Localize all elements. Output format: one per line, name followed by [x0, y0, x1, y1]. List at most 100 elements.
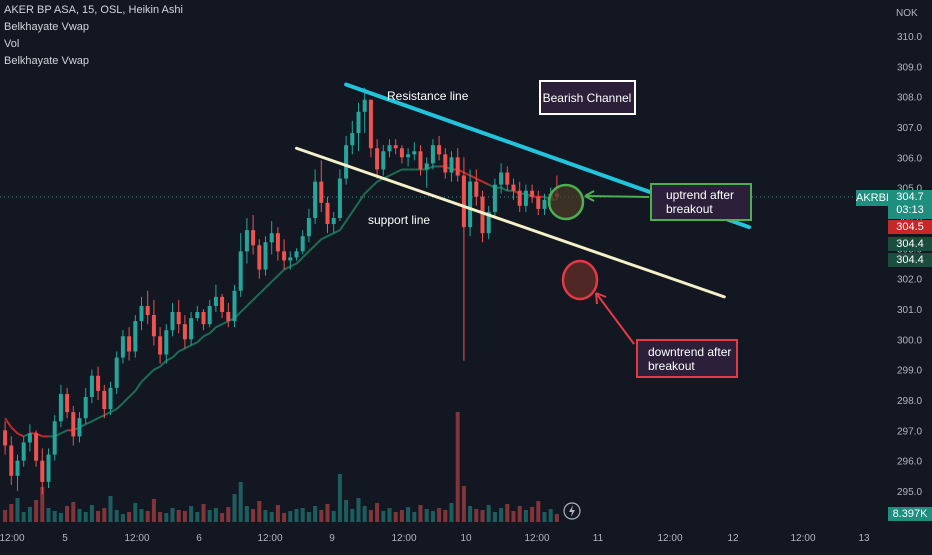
price-tick-label: 309.0: [897, 62, 922, 73]
vwap-segment: [252, 293, 260, 301]
candle-body: [139, 305, 144, 322]
candle-body: [145, 305, 150, 316]
volume-bar: [238, 482, 243, 522]
volume-bar: [461, 486, 466, 522]
time-tick-label: 11: [593, 533, 604, 544]
candle-body: [151, 315, 156, 337]
volume-bar: [275, 505, 280, 522]
volume-bar: [9, 504, 14, 522]
vwap-segment: [209, 326, 217, 334]
time-tick-label: 12: [727, 533, 739, 544]
vwap-segment: [302, 250, 310, 259]
candle-body: [21, 442, 26, 461]
volume-bar: [114, 510, 119, 522]
breakout-down-circle[interactable]: [561, 259, 599, 301]
candle-body: [275, 233, 280, 252]
candle-body: [505, 172, 510, 185]
downtrend-label-line2: breakout: [648, 359, 695, 373]
volume-bar: [15, 498, 20, 522]
vwap-segment: [17, 432, 25, 438]
time-tick-label: 12:00: [0, 533, 25, 544]
vwap-segment: [463, 171, 471, 177]
candle-body: [424, 163, 429, 170]
volume-bar: [120, 514, 125, 522]
candle-body: [319, 181, 324, 203]
indicator-vwap-1[interactable]: Belkhayate Vwap: [4, 21, 89, 33]
vwap-segment: [333, 229, 341, 235]
vwap-segment: [190, 341, 198, 347]
volume-tag: 8.397K: [888, 507, 932, 521]
uptrend-label-line2: breakout: [666, 202, 713, 216]
vwap-segment: [128, 390, 136, 398]
bearish-channel-box[interactable]: [539, 80, 636, 115]
price-tick-label: 305.0: [897, 184, 922, 195]
price-tick-label: 306.0: [897, 153, 922, 164]
candle-body: [15, 460, 20, 476]
candle-body: [83, 396, 88, 419]
vwap-segment: [283, 265, 291, 271]
uptrend-box[interactable]: [650, 183, 752, 221]
bearish-channel-label: Bearish Channel: [543, 91, 632, 105]
volume-bar: [530, 507, 535, 522]
volume-bar: [257, 501, 262, 522]
volume-bar: [480, 510, 485, 522]
vwap-segment: [345, 211, 354, 222]
volume-bar: [189, 506, 194, 522]
volume-bar: [344, 500, 349, 522]
candle-body: [530, 190, 535, 197]
vwap-segment: [308, 244, 316, 253]
price-tick-label: 298.0: [897, 396, 922, 407]
time-tick-label: 12:00: [657, 533, 682, 544]
vwap-segment: [85, 420, 93, 426]
candle-body: [3, 430, 8, 446]
downtrend-box[interactable]: [636, 339, 738, 378]
volume-bar: [71, 502, 76, 522]
support-trendline[interactable]: [295, 146, 726, 299]
volume-bar: [542, 512, 547, 522]
candle-body: [71, 412, 76, 437]
vwap-segment: [103, 411, 111, 417]
volume-bar: [226, 507, 231, 522]
candle-body: [263, 242, 268, 270]
candle-body: [114, 357, 119, 388]
volume-bar: [294, 509, 299, 522]
lightning-icon-bolt: [569, 505, 575, 517]
volume-bar: [499, 508, 504, 522]
price-tick-label: 296.0: [897, 457, 922, 468]
vwap-red-tag: 304.5: [888, 220, 932, 234]
breakout-up-circle[interactable]: [547, 183, 585, 221]
price-axis-ticks: 310.0309.0308.0307.0306.0305.0304.0303.0…: [897, 32, 922, 498]
candle-body: [170, 312, 175, 331]
candle-body: [9, 445, 14, 476]
candle-body: [238, 251, 243, 291]
candle-body: [337, 178, 342, 218]
volume-bar: [151, 499, 156, 522]
candle-body: [325, 202, 330, 225]
volume-bar: [102, 508, 107, 522]
volume-bar: [207, 510, 212, 522]
vwap-segment: [482, 180, 490, 186]
price-axis-bg[interactable]: [885, 0, 932, 550]
volume-bar: [3, 510, 8, 522]
candle-body: [306, 218, 311, 237]
vwap-segment: [264, 280, 273, 289]
vwap-segment: [196, 335, 205, 344]
candle-body: [356, 111, 361, 134]
candle-body: [430, 145, 435, 164]
indicator-vwap-2[interactable]: Belkhayate Vwap: [4, 55, 89, 67]
volume-bar: [269, 512, 274, 522]
vwap-segment: [140, 375, 149, 383]
symbol-legend[interactable]: AKER BP ASA, 15, OSL, Heikin Ashi: [4, 4, 183, 16]
candle-body: [164, 330, 169, 355]
candle-body: [486, 211, 491, 234]
candle-body: [269, 233, 274, 243]
volume-bar: [548, 509, 553, 522]
vwap-segment: [327, 232, 335, 238]
candle-body: [406, 154, 411, 158]
volume-bar: [523, 510, 528, 522]
price-tick-label: 300.0: [897, 335, 922, 346]
candle-body: [77, 418, 82, 437]
indicator-volume[interactable]: Vol: [4, 38, 20, 50]
